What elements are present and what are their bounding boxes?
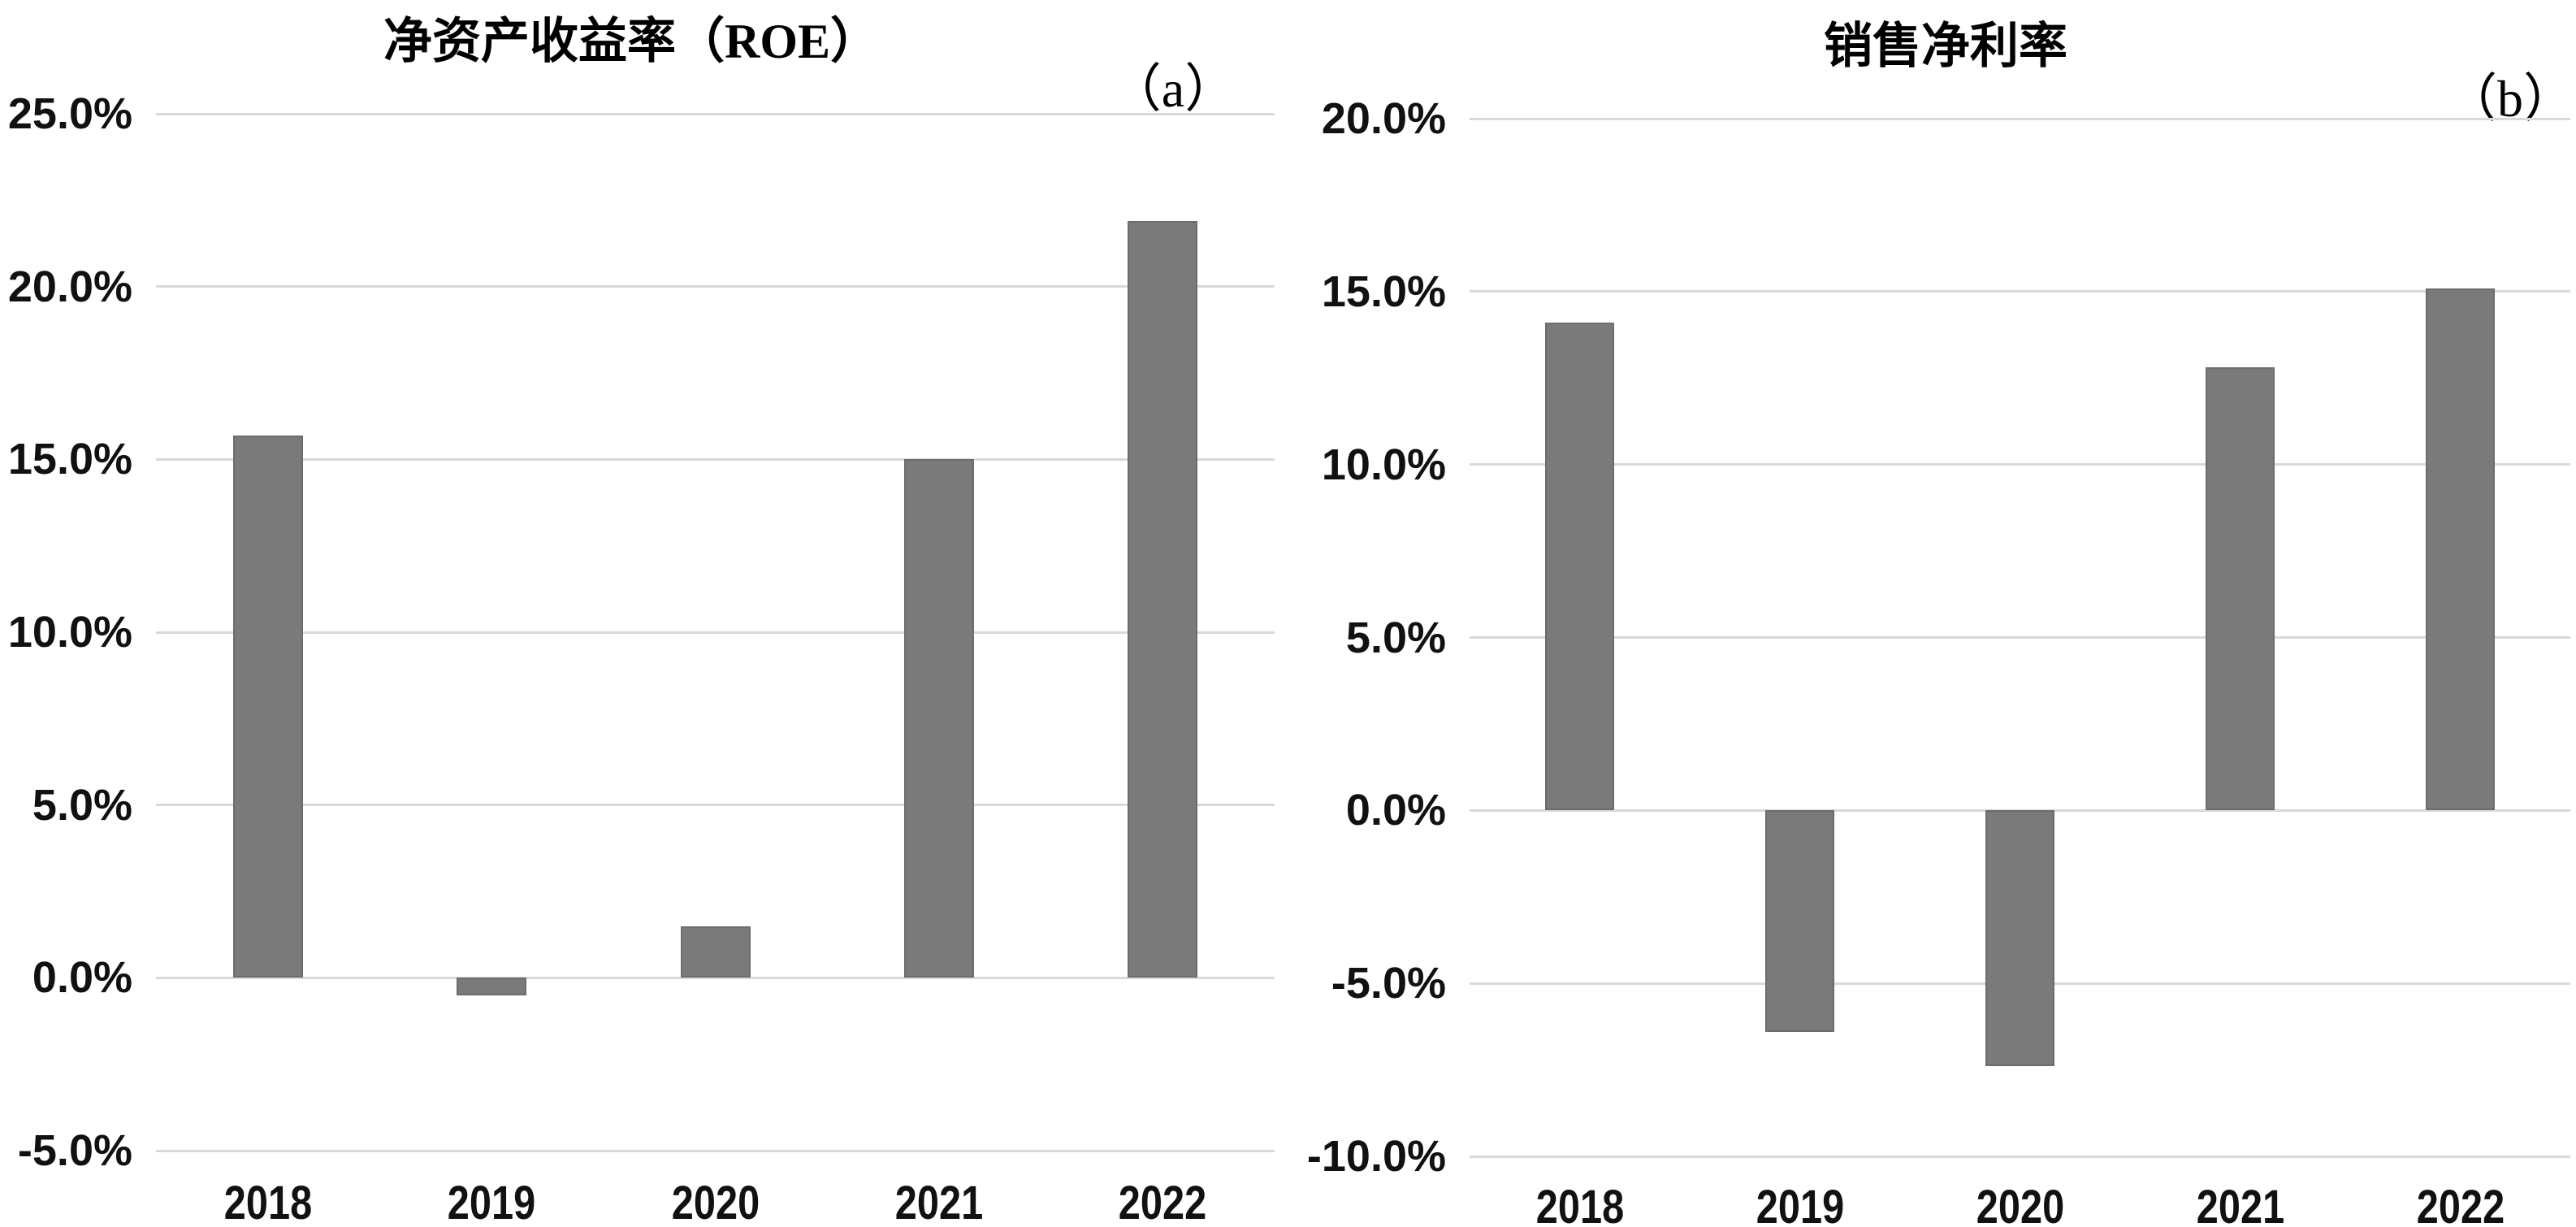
chart-b-xtick-2018: 2018 — [1535, 1181, 1624, 1227]
chart-b-gridline-15.0% — [1470, 290, 2570, 293]
chart-a-xtick-2018: 2018 — [223, 1177, 312, 1227]
chart-a-title: 净资产收益率（ROE） — [383, 15, 880, 68]
chart-a-xtick-2019: 2019 — [447, 1177, 536, 1227]
chart-a-xtick-2022: 2022 — [1119, 1177, 1207, 1227]
chart-b-gridline--10.0% — [1470, 1155, 2570, 1158]
chart-a-gridline-10.0% — [156, 631, 1275, 634]
chart-a-ytick-10.0%: 10.0% — [7, 608, 132, 657]
chart-b-gridline-20.0% — [1470, 117, 2570, 120]
chart-b-xtick-2020: 2020 — [1976, 1181, 2064, 1227]
chart-b-ytick-5.0%: 5.0% — [1345, 613, 1446, 662]
chart-b-bar-2020 — [1985, 810, 2054, 1067]
chart-b-xtick-2021: 2021 — [2196, 1181, 2284, 1227]
chart-b-bar-2022 — [2426, 288, 2495, 811]
chart-b-gridline-10.0% — [1470, 463, 2570, 466]
chart-a-xtick-2021: 2021 — [894, 1177, 984, 1227]
chart-b-xtick-2022: 2022 — [2416, 1181, 2505, 1227]
chart-a-ytick-25.0%: 25.0% — [7, 89, 132, 138]
chart-b-ytick--10.0%: -10.0% — [1306, 1132, 1446, 1181]
chart-b-panel-label: （b） — [2445, 70, 2575, 128]
chart-a-gridline--5.0% — [156, 1149, 1275, 1152]
chart-b-gridline-5.0% — [1470, 636, 2570, 639]
chart-b-xtick-2019: 2019 — [1756, 1181, 1844, 1227]
chart-a-bar-2019 — [457, 978, 527, 995]
chart-a-gridline-15.0% — [156, 457, 1275, 461]
chart-a-gridline-25.0% — [156, 112, 1275, 115]
chart-a-bar-2020 — [680, 926, 751, 978]
chart-a-bar-2018 — [232, 435, 303, 978]
chart-a-ytick-15.0%: 15.0% — [7, 435, 132, 484]
chart-a-bar-2021 — [903, 459, 974, 978]
chart-b-ytick-10.0%: 10.0% — [1321, 440, 1446, 489]
chart-b-title: 销售净利率 — [1824, 20, 2067, 73]
chart-a-ytick--5.0%: -5.0% — [17, 1126, 132, 1175]
chart-b-bar-2018 — [1545, 323, 1614, 811]
chart-b-ytick--5.0%: -5.0% — [1331, 959, 1446, 1008]
chart-a-gridline-20.0% — [156, 285, 1275, 288]
chart-a-ytick-20.0%: 20.0% — [7, 262, 132, 311]
chart-a-xtick-2020: 2020 — [671, 1177, 760, 1227]
chart-a-ytick-0.0%: 0.0% — [32, 953, 132, 1003]
chart-b-ytick-20.0%: 20.0% — [1321, 94, 1446, 143]
chart-a-gridline-5.0% — [156, 804, 1275, 807]
chart-a-ytick-5.0%: 5.0% — [32, 780, 132, 830]
chart-b-ytick-15.0%: 15.0% — [1321, 267, 1446, 316]
chart-b-ytick-0.0%: 0.0% — [1345, 786, 1446, 835]
chart-a-bar-2022 — [1128, 220, 1198, 978]
chart-a-gridline-0.0% — [156, 976, 1275, 979]
chart-b-bar-2019 — [1765, 810, 1834, 1032]
chart-b-bar-2021 — [2206, 367, 2275, 811]
chart-a-panel-label: （a） — [1109, 60, 1237, 118]
